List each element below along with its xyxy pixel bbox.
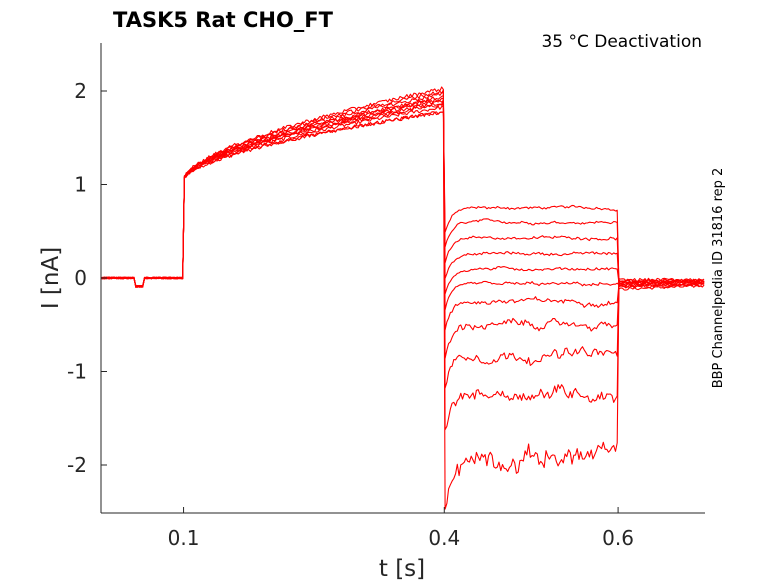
current-trace-5 [100, 99, 705, 295]
y-tick-label: -1 [67, 360, 87, 384]
y-axis-ticks: 2 1 0 -1 -2 [67, 79, 107, 477]
y-tick-label: -2 [67, 453, 87, 477]
x-tick-label: 0.1 [168, 526, 200, 550]
current-trace-11 [100, 111, 705, 510]
y-tick-label: 2 [74, 79, 87, 103]
current-trace-2 [100, 105, 705, 289]
y-axis-label: I [nA] [38, 247, 64, 309]
x-tick-label: 0.4 [428, 526, 460, 550]
y-tick-label: 0 [74, 266, 87, 290]
current-trace-4 [100, 100, 705, 288]
x-axis-label: t [s] [379, 556, 425, 582]
current-trace-9 [100, 89, 705, 389]
trace-group [100, 86, 705, 510]
chart-title: TASK5 Rat CHO_FT [113, 8, 334, 32]
channelpedia-annotation: BBP Channelpedia ID 31816 rep 2 [711, 168, 726, 389]
current-trace-1 [100, 111, 705, 291]
condition-annotation: 35 °C Deactivation [541, 32, 702, 52]
current-trace-3 [100, 102, 705, 288]
current-trace-7 [100, 95, 705, 331]
y-tick-label: 1 [74, 173, 87, 197]
current-trace-6 [100, 97, 705, 311]
x-axis-ticks: 0.1 0.4 0.6 [168, 507, 634, 550]
current-trace-10 [100, 86, 705, 431]
x-tick-label: 0.6 [602, 526, 634, 550]
current-trace-8 [100, 92, 705, 359]
